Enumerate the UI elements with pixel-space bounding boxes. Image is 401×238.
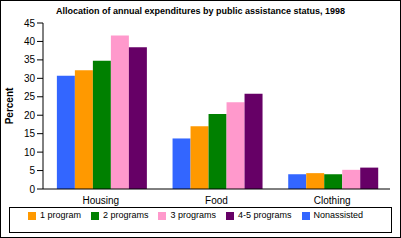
svg-text:Clothing: Clothing (314, 195, 351, 206)
html-text:2 programs: 2 programs (103, 210, 149, 220)
svg-text:15: 15 (24, 128, 36, 139)
html-text:Allocation of annual expenditu: Allocation of annual expenditures by pub… (56, 6, 345, 16)
svg-text:0: 0 (29, 184, 35, 195)
svg-text:30: 30 (24, 73, 36, 84)
svg-text:25: 25 (24, 91, 36, 102)
svg-text:45: 45 (24, 18, 36, 29)
svg-text:35: 35 (24, 54, 36, 65)
svg-text:5: 5 (29, 165, 35, 176)
svg-text:Percent: Percent (8, 87, 15, 124)
html-text:4-5 programs: 4-5 programs (238, 210, 292, 220)
html-text:3 programs: 3 programs (170, 210, 216, 220)
html-text:1 program: 1 program (39, 210, 81, 220)
svg-text:10: 10 (24, 147, 36, 158)
svg-text:20: 20 (24, 110, 36, 121)
svg-text:40: 40 (24, 36, 36, 47)
html-text:Nonassisted: Nonassisted (313, 210, 364, 220)
svg-text:Housing: Housing (82, 195, 119, 206)
svg-text:Food: Food (205, 195, 228, 206)
